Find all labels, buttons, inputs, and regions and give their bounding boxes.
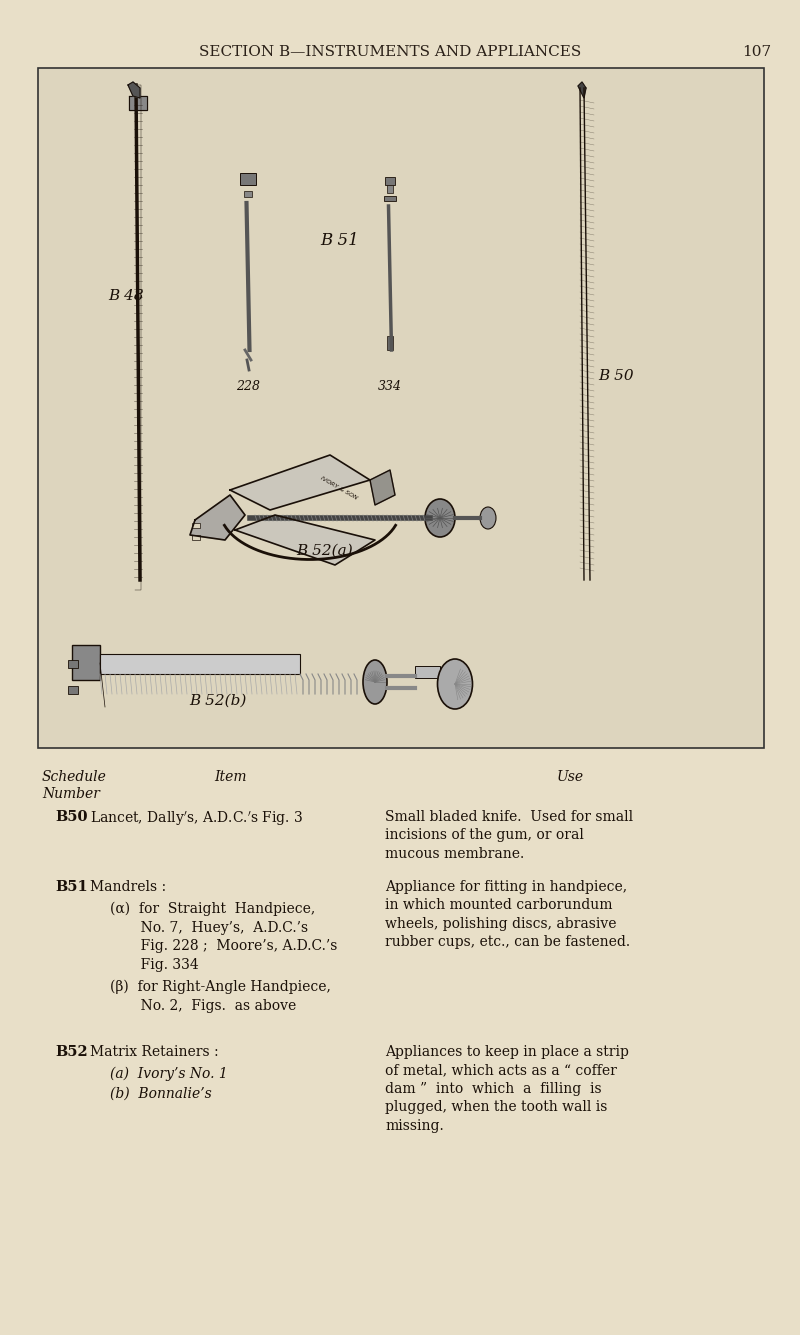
- Text: Appliance for fitting in handpiece,
in which mounted carborundum
wheels, polishi: Appliance for fitting in handpiece, in w…: [385, 880, 630, 949]
- Text: B 52(b): B 52(b): [190, 694, 246, 708]
- Bar: [415, 666, 440, 678]
- Text: Use: Use: [557, 770, 583, 784]
- Ellipse shape: [363, 659, 387, 704]
- Text: B51: B51: [55, 880, 88, 894]
- Text: Lancet, Dally$'$s, A.D.C.$'$s Fig. 3: Lancet, Dally$'$s, A.D.C.$'$s Fig. 3: [90, 810, 303, 828]
- Bar: [68, 659, 78, 668]
- Ellipse shape: [438, 659, 473, 709]
- Polygon shape: [578, 81, 586, 97]
- Text: IVORY & SON: IVORY & SON: [320, 475, 358, 501]
- Polygon shape: [190, 495, 245, 539]
- Polygon shape: [230, 455, 370, 510]
- Polygon shape: [129, 96, 147, 109]
- Text: Item: Item: [214, 770, 246, 784]
- Text: B 52(a): B 52(a): [297, 543, 354, 558]
- Text: B52: B52: [55, 1045, 88, 1059]
- Text: 228: 228: [236, 380, 260, 392]
- Bar: [192, 523, 200, 529]
- Bar: [100, 654, 300, 674]
- Text: B 51: B 51: [320, 232, 358, 250]
- Text: B50: B50: [55, 810, 87, 824]
- Text: (α)  for  Straight  Handpiece,
       No. 7,  Huey’s,  A.D.C.’s
       Fig. 228 : (α) for Straight Handpiece, No. 7, Huey’…: [110, 902, 338, 972]
- Bar: [387, 336, 393, 350]
- Bar: [384, 196, 396, 202]
- Text: Mandrels :: Mandrels :: [90, 880, 166, 894]
- Text: 334: 334: [378, 380, 402, 392]
- Text: B 50: B 50: [598, 368, 634, 383]
- Text: B 48: B 48: [108, 288, 144, 303]
- Ellipse shape: [480, 507, 496, 529]
- Bar: [38, 68, 764, 748]
- Text: SECTION B—INSTRUMENTS AND APPLIANCES: SECTION B—INSTRUMENTS AND APPLIANCES: [199, 45, 581, 59]
- Text: 107: 107: [742, 45, 771, 59]
- Text: (b)  Bonnalie’s: (b) Bonnalie’s: [110, 1087, 212, 1101]
- Polygon shape: [128, 81, 140, 97]
- Bar: [385, 178, 395, 186]
- Polygon shape: [235, 515, 375, 565]
- Bar: [244, 191, 252, 198]
- Text: (β)  for Right-Angle Handpiece,
       No. 2,  Figs.  as above: (β) for Right-Angle Handpiece, No. 2, Fi…: [110, 980, 331, 1013]
- Bar: [387, 186, 393, 194]
- Ellipse shape: [425, 499, 455, 537]
- Text: (a)  Ivory’s No. 1: (a) Ivory’s No. 1: [110, 1067, 228, 1081]
- Text: Small bladed knife.  Used for small
incisions of the gum, or oral
mucous membran: Small bladed knife. Used for small incis…: [385, 810, 633, 861]
- Bar: [68, 686, 78, 694]
- Text: Appliances to keep in place a strip
of metal, which acts as a “ coffer
dam ”  in: Appliances to keep in place a strip of m…: [385, 1045, 629, 1132]
- Bar: [72, 645, 100, 680]
- Text: Matrix Retainers :: Matrix Retainers :: [90, 1045, 218, 1059]
- Bar: [240, 174, 256, 186]
- Polygon shape: [370, 470, 395, 505]
- Bar: [192, 535, 200, 539]
- Text: Schedule
Number: Schedule Number: [42, 770, 107, 801]
